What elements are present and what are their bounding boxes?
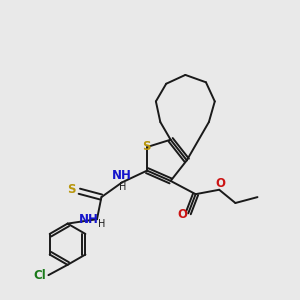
Text: H: H <box>98 220 105 230</box>
Text: Cl: Cl <box>34 268 46 282</box>
Text: S: S <box>142 140 151 153</box>
Text: H: H <box>119 182 126 192</box>
Text: S: S <box>67 183 75 196</box>
Text: O: O <box>177 208 188 221</box>
Text: NH: NH <box>112 169 132 182</box>
Text: NH: NH <box>79 213 99 226</box>
Text: O: O <box>216 177 226 190</box>
